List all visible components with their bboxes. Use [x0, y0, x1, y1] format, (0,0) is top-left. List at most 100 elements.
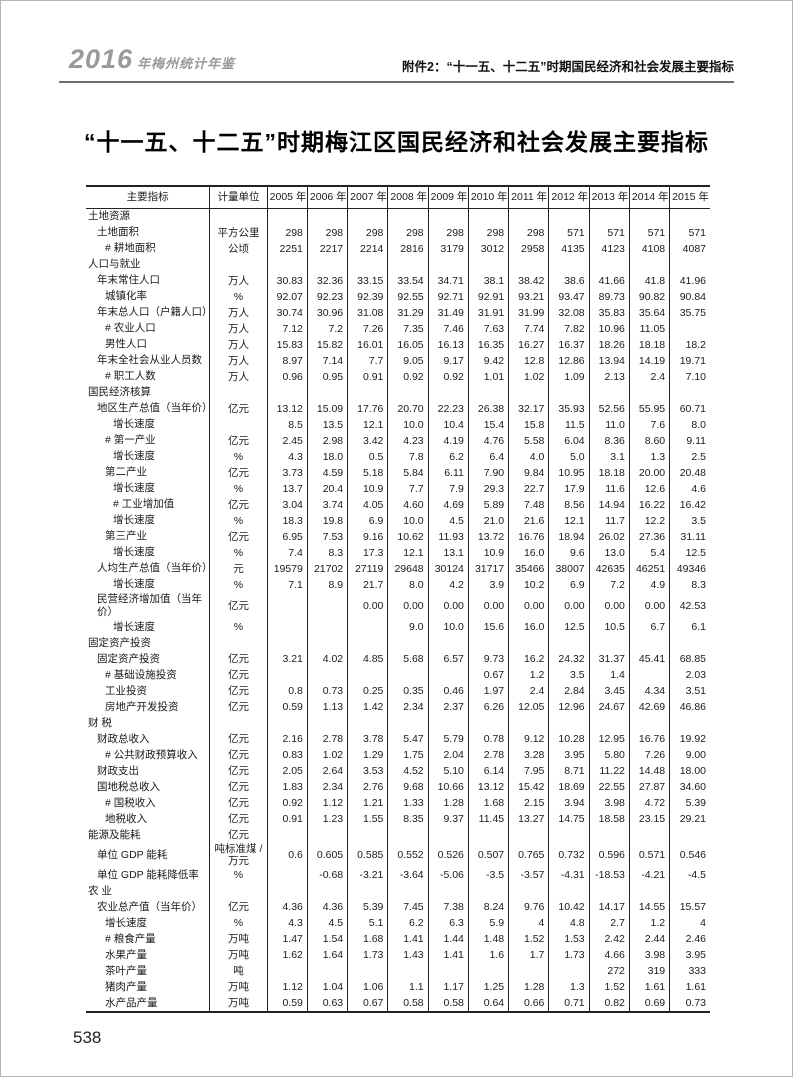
cell-value [508, 635, 549, 652]
cell-value: 9.17 [427, 353, 469, 369]
cell-value: 1.33 [387, 795, 429, 812]
cell-value [427, 635, 469, 652]
cell-value: 10.96 [588, 321, 630, 337]
cell-value: 4108 [628, 241, 670, 257]
cell-value: 6.9 [548, 577, 590, 593]
cell-value: 298 [347, 225, 388, 241]
cell-value: 0.92 [387, 369, 429, 385]
cell-value: 4 [508, 915, 549, 932]
cell-value: 10.66 [427, 779, 469, 796]
cell-value: 9.0 [387, 619, 429, 636]
cell-value: 42.53 [669, 593, 710, 620]
col-header-year: 2015 年 [669, 186, 710, 209]
cell-value: 1.73 [548, 947, 590, 964]
cell-value: 27.36 [628, 529, 670, 545]
cell-value: 2.64 [306, 763, 348, 780]
cell-value: 46251 [628, 561, 670, 577]
cell-value: 1.6 [467, 947, 509, 964]
col-header-unit: 计量单位 [209, 186, 268, 209]
cell-value: 7.53 [306, 529, 348, 545]
cell-value: 7.38 [427, 899, 469, 916]
cell-value: 10.2 [508, 577, 549, 593]
cell-value: 0.00 [548, 593, 590, 620]
cell-value: 38007 [548, 561, 590, 577]
cell-value [347, 667, 388, 684]
cell-value: 9.68 [387, 779, 429, 796]
cell-value: 298 [427, 225, 469, 241]
table-row: # 基础设施投资 亿元 0.67 1.2 3.5 1.4 2.03 [86, 667, 710, 684]
cell-value: 15.8 [508, 417, 549, 433]
cell-value: 31.49 [427, 305, 469, 321]
col-header-year: 2007 年 [347, 186, 388, 209]
cell-value: 92.07 [266, 289, 308, 305]
cell-value: -3.64 [387, 867, 429, 884]
cell-value [347, 827, 388, 844]
cell-value: 8.3 [669, 577, 710, 593]
cell-value: 46.86 [669, 699, 710, 716]
table-row: 年末全社会从业人员数 万人 8.97 7.14 7.7 9.05 9.17 9.42 12.8 1… [86, 353, 710, 369]
row-unit [209, 208, 268, 225]
cell-value: 0.46 [427, 683, 469, 700]
row-label: 年末总人口（户籍人口） [97, 306, 210, 319]
cell-value: 1.04 [306, 979, 348, 996]
cell-value: 0.00 [427, 593, 469, 620]
col-header-year: 2005 年 [266, 186, 308, 209]
cell-value: 13.94 [588, 353, 630, 369]
cell-value: 2.46 [669, 931, 710, 948]
row-label: 增长速度 [113, 418, 155, 431]
cell-value: 0.58 [427, 995, 469, 1013]
cell-value: 4135 [548, 241, 590, 257]
cell-value: 0.507 [467, 843, 509, 868]
cell-value: 1.44 [427, 931, 469, 948]
cell-value: 1.41 [387, 931, 429, 948]
cell-value: 7.2 [588, 577, 630, 593]
indicators-table: 主要指标 计量单位 2005 年 2006 年 2007 年 2008 年 2009 年 20… [86, 185, 710, 1014]
row-unit: % [209, 619, 268, 636]
table-row: 增长速度% 7.1 8.9 21.7 8.0 4.2 3.9 10.2 6.9 7.2 4.9 8.3 [86, 577, 710, 593]
cell-value: 8.5 [266, 417, 308, 433]
row-unit: 亿元 [209, 651, 268, 668]
cell-value: 15.6 [467, 619, 509, 636]
cell-value: 7.63 [467, 321, 509, 337]
cell-value: -4.21 [628, 867, 670, 884]
table-row: 增长速度% 9.0 10.0 15.6 16.0 12.5 10.5 6.7 6.1 [86, 619, 710, 636]
row-label: # 职工人数 [105, 370, 156, 383]
row-unit: 万人 [209, 305, 268, 321]
cell-value: 5.4 [628, 545, 670, 561]
cell-value: 9.16 [347, 529, 388, 545]
cell-value: 0.92 [266, 795, 308, 812]
cell-value: 3.94 [548, 795, 590, 812]
cell-value: 7.48 [508, 497, 549, 513]
cell-value [548, 635, 590, 652]
cell-value: 2.4 [628, 369, 670, 385]
cell-value [588, 827, 630, 844]
cell-value: 298 [467, 225, 509, 241]
cell-value: 30.96 [306, 305, 348, 321]
cell-value: 13.12 [467, 779, 509, 796]
cell-value: 8.24 [467, 899, 509, 916]
cell-value [508, 257, 549, 273]
cell-value [266, 667, 308, 684]
row-label: 民营经济增加值（当年价） [97, 593, 202, 619]
row-label: 水果产量 [105, 948, 147, 961]
cell-value [508, 715, 549, 732]
row-label: 财 税 [88, 716, 112, 729]
row-unit: 公顷 [209, 241, 268, 257]
table-row: 民营经济增加值（当年价） 亿元 0.00 0.00 0.00 0.00 0.00 0.00 0.… [86, 593, 710, 620]
cell-value: 1.68 [347, 931, 388, 948]
cell-value: 16.01 [347, 337, 388, 353]
cell-value: 30.83 [266, 273, 308, 289]
cell-value: 0.71 [548, 995, 590, 1013]
cell-value: 0.571 [628, 843, 670, 868]
cell-value: 30124 [427, 561, 469, 577]
section-row: 财 税 [86, 715, 710, 732]
cell-value: 11.45 [467, 811, 509, 828]
cell-value: 0.596 [588, 843, 630, 868]
cell-value: 5.1 [347, 915, 388, 932]
cell-value: 2.16 [266, 731, 308, 748]
cell-value: 18.18 [628, 337, 670, 353]
row-unit: 亿元 [209, 811, 268, 828]
cell-value [266, 385, 308, 401]
cell-value: 7.7 [387, 481, 429, 497]
cell-value: 0.00 [588, 593, 630, 620]
